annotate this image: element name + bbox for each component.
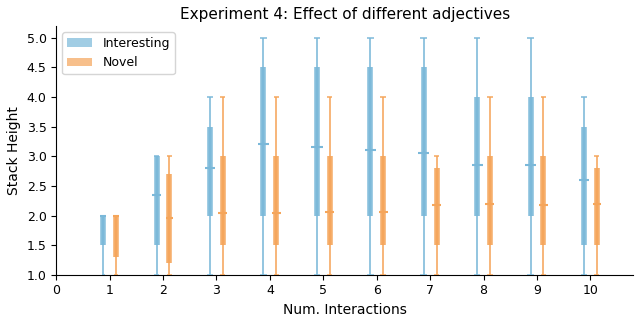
Title: Experiment 4: Effect of different adjectives: Experiment 4: Effect of different adject…	[179, 7, 510, 22]
X-axis label: Num. Interactions: Num. Interactions	[283, 303, 406, 317]
Legend: Interesting, Novel: Interesting, Novel	[63, 32, 175, 75]
Y-axis label: Stack Height: Stack Height	[7, 106, 21, 195]
